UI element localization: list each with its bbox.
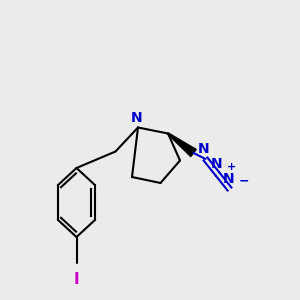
Polygon shape	[168, 133, 196, 157]
Text: N: N	[198, 142, 210, 156]
Text: +: +	[227, 162, 236, 172]
Text: I: I	[74, 272, 79, 287]
Text: −: −	[239, 175, 250, 188]
Text: N: N	[211, 157, 223, 171]
Text: N: N	[131, 110, 142, 124]
Text: N: N	[223, 172, 235, 186]
